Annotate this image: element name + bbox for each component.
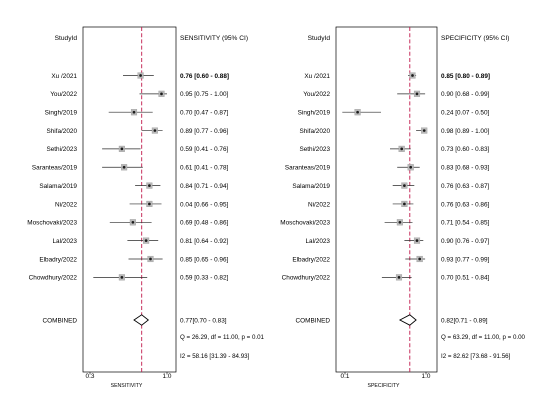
study-point-estimate: [149, 257, 152, 261]
study-estimate-label: 0.69 [0.48 - 0.86]: [180, 220, 229, 227]
study-point-estimate: [153, 129, 157, 132]
study-label: Singh/2019: [45, 110, 78, 117]
study-label: Shifa/2020: [46, 128, 77, 135]
x-axis-tick-label: 0.3: [86, 373, 95, 380]
study-label: Salama/2019: [292, 183, 330, 190]
column-header-estimate: SENSITIVITY (95% CI): [180, 35, 248, 42]
study-estimate-label: 0.81 [0.64 - 0.92]: [180, 238, 229, 245]
study-point-estimate: [148, 184, 151, 187]
study-label: Moschovaki/2023: [27, 220, 77, 227]
study-label: Chowdhury/2022: [29, 275, 78, 282]
study-estimate-label: 0.71 [0.54 - 0.85]: [441, 220, 490, 227]
study-estimate-label: 0.90 [0.76 - 0.97]: [441, 238, 490, 245]
study-label: Salama/2019: [39, 183, 77, 190]
study-label: Elbadry/2022: [292, 256, 330, 263]
combined-label: COMBINED: [296, 317, 331, 324]
column-header-estimate: SPECIFICITY (95% CI): [441, 35, 509, 42]
study-point-estimate: [120, 276, 124, 279]
study-estimate-label: 0.76 [0.63 - 0.87]: [441, 183, 490, 190]
study-point-estimate: [160, 92, 163, 96]
x-axis-title: SENSITIVITY: [111, 383, 143, 389]
study-estimate-label: 0.85 [0.65 - 0.96]: [180, 256, 229, 263]
study-label: You/2022: [303, 91, 330, 98]
study-point-estimate: [400, 147, 404, 151]
study-estimate-label: 0.61 [0.41 - 0.78]: [180, 165, 229, 172]
plot-frame: [335, 26, 438, 373]
combined-estimate-label: 0.82[0.71 - 0.89]: [441, 317, 488, 324]
study-point-estimate: [397, 276, 401, 279]
study-estimate-label: 0.76 [0.60 - 0.88]: [180, 73, 229, 80]
plot-frame: [82, 26, 177, 373]
forest-panel-sensitivity: StudyId SENSITIVITY (95% CI) Xu /2021 0.76 …: [27, 26, 265, 389]
study-estimate-label: 0.93 [0.77 - 0.99]: [441, 256, 490, 263]
study-point-estimate: [132, 110, 136, 114]
study-label: Lal/2023: [305, 238, 330, 245]
study-estimate-label: 0.24 [0.07 - 0.50]: [441, 110, 490, 117]
study-estimate-label: 0.70 [0.51 - 0.84]: [441, 275, 490, 282]
study-label: Moschovaki/2023: [280, 220, 330, 227]
study-estimate-label: 0.76 [0.63 - 0.86]: [441, 201, 490, 208]
study-label: You/2022: [50, 91, 77, 98]
study-estimate-label: 0.70 [0.47 - 0.87]: [180, 110, 229, 117]
study-point-estimate: [356, 110, 359, 114]
study-point-estimate: [422, 129, 426, 132]
study-label: Saranteas/2019: [285, 165, 331, 172]
study-point-estimate: [148, 202, 151, 206]
study-label: Elbadry/2022: [39, 256, 77, 263]
x-axis-tick-label: 0.1: [341, 373, 350, 380]
study-label: Xu /2021: [51, 73, 77, 80]
study-estimate-label: 0.04 [0.66 - 0.95]: [180, 201, 229, 208]
study-label: Chowdhury/2022: [282, 275, 331, 282]
heterogeneity-q-stat: Q = 63.29, df = 11.00, p = 0.00: [441, 334, 526, 341]
study-label: Xu /2021: [304, 73, 330, 80]
column-header-study-id: StudyId: [308, 35, 331, 42]
study-point-estimate: [144, 239, 148, 242]
study-estimate-label: 0.89 [0.77 - 0.96]: [180, 128, 229, 135]
study-estimate-label: 0.84 [0.71 - 0.94]: [180, 183, 229, 190]
column-header-study-id: StudyId: [55, 35, 78, 42]
study-label: Singh/2019: [298, 110, 331, 117]
study-estimate-label: 0.73 [0.60 - 0.83]: [441, 146, 490, 153]
study-point-estimate: [409, 165, 413, 169]
study-label: Ni/2022: [55, 201, 77, 208]
study-point-estimate: [415, 92, 419, 96]
x-axis-title: SPECIFICITY: [368, 383, 401, 389]
combined-diamond: [398, 314, 417, 326]
study-point-estimate: [415, 239, 419, 242]
combined-label: COMBINED: [43, 317, 78, 324]
study-estimate-label: 0.85 [0.80 - 0.89]: [441, 73, 490, 80]
study-point-estimate: [403, 202, 406, 206]
study-point-estimate: [403, 184, 406, 187]
study-label: Lal/2023: [52, 238, 77, 245]
study-point-estimate: [398, 220, 402, 224]
study-estimate-label: 0.59 [0.41 - 0.76]: [180, 146, 229, 153]
study-estimate-label: 0.90 [0.68 - 0.99]: [441, 91, 490, 98]
x-axis-tick-label: 1.0: [422, 373, 431, 380]
study-point-estimate: [122, 165, 126, 169]
study-label: Saranteas/2019: [32, 165, 78, 172]
study-point-estimate: [120, 147, 124, 151]
study-point-estimate: [139, 74, 142, 77]
study-label: Shifa/2020: [299, 128, 330, 135]
combined-diamond: [133, 314, 150, 326]
study-label: Sethi/2023: [46, 146, 77, 153]
forest-panel-specificity: StudyId SPECIFICITY (95% CI) Xu /2021 0.85 …: [280, 26, 526, 389]
heterogeneity-i2-stat: I2 = 58.16 [31.39 - 84.93]: [180, 353, 250, 360]
study-estimate-label: 0.98 [0.89 - 1.00]: [441, 128, 490, 135]
study-label: Ni/2022: [308, 201, 330, 208]
combined-estimate-label: 0.77[0.70 - 0.83]: [180, 317, 227, 324]
study-point-estimate: [131, 220, 135, 224]
study-estimate-label: 0.83 [0.68 - 0.93]: [441, 165, 490, 172]
x-axis-tick-label: 1.0: [163, 373, 172, 380]
study-estimate-label: 0.59 [0.33 - 0.82]: [180, 275, 229, 282]
heterogeneity-q-stat: Q = 26.29, df = 11.00, p = 0.01: [180, 334, 265, 341]
study-point-estimate: [411, 74, 414, 77]
study-point-estimate: [418, 257, 422, 261]
study-estimate-label: 0.95 [0.75 - 1.00]: [180, 91, 229, 98]
study-label: Sethi/2023: [299, 146, 330, 153]
heterogeneity-i2-stat: I2 = 82.62 [73.68 - 91.56]: [441, 353, 511, 360]
